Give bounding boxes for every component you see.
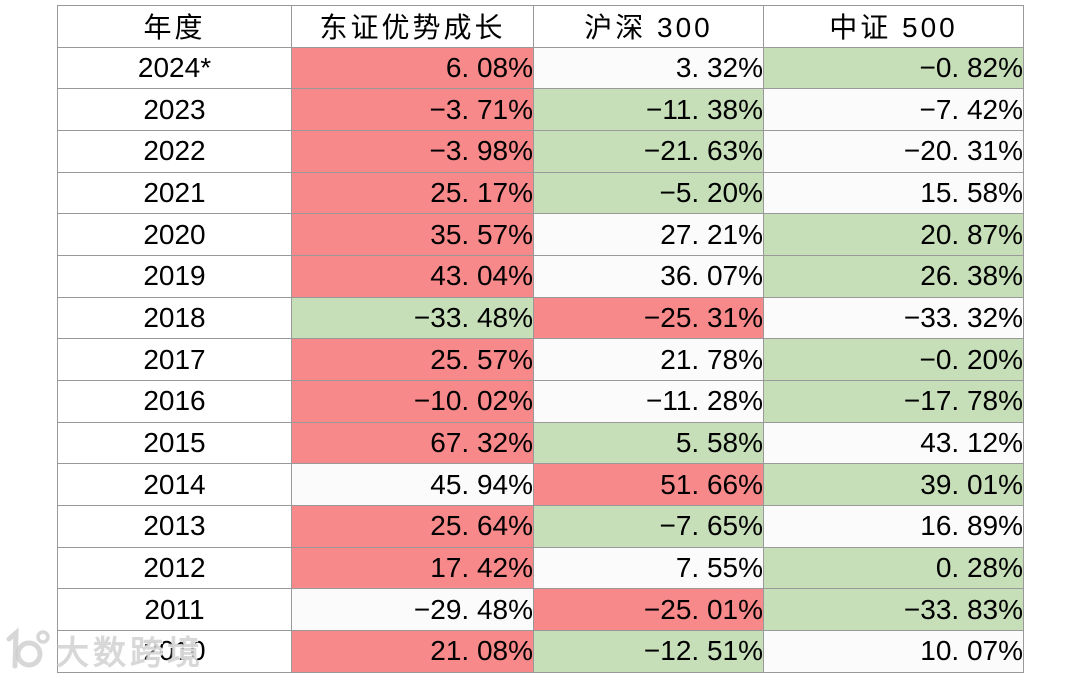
value-cell-dongzheng: −29. 48% <box>291 588 534 632</box>
table-row: 2019 43. 04% 36. 07% 26. 38% <box>57 255 1024 298</box>
value-cell-csi300: −12. 51% <box>533 630 764 673</box>
value-cell-csi300: −21. 63% <box>533 130 764 173</box>
annual-returns-table: 年度 东证优势成长 沪深 300 中证 500 2024* 6. 08% 3. … <box>57 5 1024 673</box>
value-cell-dongzheng: −33. 48% <box>291 296 534 340</box>
value-cell-csi300: 27. 21% <box>533 213 764 257</box>
value-cell-csi500: 20. 87% <box>763 213 1024 257</box>
table-row: 2014 45. 94% 51. 66% 39. 01% <box>57 463 1024 507</box>
year-cell: 2022 <box>57 130 292 173</box>
header-csi500: 中证 500 <box>763 5 1024 48</box>
value-cell-csi300: 51. 66% <box>533 463 764 507</box>
value-cell-csi300: −7. 65% <box>533 505 764 548</box>
header-row: 年度 东证优势成长 沪深 300 中证 500 <box>57 5 1024 48</box>
watermark-logo-icon <box>6 627 50 669</box>
table-row: 2016 −10. 02% −11. 28% −17. 78% <box>57 380 1024 423</box>
table-row: 2022 −3. 98% −21. 63% −20. 31% <box>57 130 1024 173</box>
value-cell-dongzheng: −3. 71% <box>291 88 534 132</box>
value-cell-dongzheng: 25. 57% <box>291 338 534 382</box>
value-cell-dongzheng: −10. 02% <box>291 380 534 423</box>
header-year: 年度 <box>57 5 292 48</box>
table-row: 2023 −3. 71% −11. 38% −7. 42% <box>57 88 1024 132</box>
value-cell-csi300: 3. 32% <box>533 46 764 90</box>
value-cell-dongzheng: 6. 08% <box>291 46 534 90</box>
header-dongzheng-growth: 东证优势成长 <box>291 5 534 48</box>
year-cell: 2015 <box>57 421 292 465</box>
table-row: 2018 −33. 48% −25. 31% −33. 32% <box>57 296 1024 340</box>
value-cell-csi300: 36. 07% <box>533 255 764 298</box>
year-cell: 2019 <box>57 255 292 298</box>
value-cell-dongzheng: 25. 17% <box>291 171 534 215</box>
value-cell-dongzheng: −3. 98% <box>291 130 534 173</box>
value-cell-csi300: 7. 55% <box>533 546 764 590</box>
value-cell-csi500: 10. 07% <box>763 630 1024 673</box>
year-cell: 2011 <box>57 588 292 632</box>
header-csi300: 沪深 300 <box>533 5 764 48</box>
year-cell: 2014 <box>57 463 292 507</box>
value-cell-csi500: −17. 78% <box>763 380 1024 423</box>
value-cell-csi500: 16. 89% <box>763 505 1024 548</box>
value-cell-csi500: −7. 42% <box>763 88 1024 132</box>
value-cell-csi300: −11. 38% <box>533 88 764 132</box>
table-row: 2015 67. 32% 5. 58% 43. 12% <box>57 421 1024 465</box>
year-cell: 2010 <box>57 630 292 673</box>
value-cell-csi300: 21. 78% <box>533 338 764 382</box>
year-cell: 2018 <box>57 296 292 340</box>
value-cell-csi500: −0. 20% <box>763 338 1024 382</box>
value-cell-csi300: 5. 58% <box>533 421 764 465</box>
table-row: 2020 35. 57% 27. 21% 20. 87% <box>57 213 1024 257</box>
year-cell: 2016 <box>57 380 292 423</box>
table-row: 2024* 6. 08% 3. 32% −0. 82% <box>57 46 1024 90</box>
table-row: 2017 25. 57% 21. 78% −0. 20% <box>57 338 1024 382</box>
value-cell-csi500: −33. 83% <box>763 588 1024 632</box>
year-cell: 2012 <box>57 546 292 590</box>
value-cell-csi500: 26. 38% <box>763 255 1024 298</box>
value-cell-csi500: 39. 01% <box>763 463 1024 507</box>
year-cell: 2013 <box>57 505 292 548</box>
year-cell: 2017 <box>57 338 292 382</box>
year-cell: 2023 <box>57 88 292 132</box>
value-cell-dongzheng: 35. 57% <box>291 213 534 257</box>
value-cell-csi500: −20. 31% <box>763 130 1024 173</box>
table-row: 2012 17. 42% 7. 55% 0. 28% <box>57 546 1024 590</box>
year-cell: 2021 <box>57 171 292 215</box>
value-cell-csi300: −25. 01% <box>533 588 764 632</box>
value-cell-dongzheng: 21. 08% <box>291 630 534 673</box>
value-cell-csi500: 15. 58% <box>763 171 1024 215</box>
value-cell-csi500: 0. 28% <box>763 546 1024 590</box>
table-row: 2010 21. 08% −12. 51% 10. 07% <box>57 630 1024 673</box>
value-cell-dongzheng: 43. 04% <box>291 255 534 298</box>
year-cell: 2024* <box>57 46 292 90</box>
table-row: 2011 −29. 48% −25. 01% −33. 83% <box>57 588 1024 632</box>
value-cell-csi500: 43. 12% <box>763 421 1024 465</box>
value-cell-csi500: −0. 82% <box>763 46 1024 90</box>
value-cell-dongzheng: 45. 94% <box>291 463 534 507</box>
value-cell-csi500: −33. 32% <box>763 296 1024 340</box>
year-cell: 2020 <box>57 213 292 257</box>
value-cell-csi300: −11. 28% <box>533 380 764 423</box>
value-cell-csi300: −25. 31% <box>533 296 764 340</box>
table-row: 2013 25. 64% −7. 65% 16. 89% <box>57 505 1024 548</box>
value-cell-dongzheng: 17. 42% <box>291 546 534 590</box>
value-cell-dongzheng: 67. 32% <box>291 421 534 465</box>
value-cell-csi300: −5. 20% <box>533 171 764 215</box>
table-row: 2021 25. 17% −5. 20% 15. 58% <box>57 171 1024 215</box>
value-cell-dongzheng: 25. 64% <box>291 505 534 548</box>
